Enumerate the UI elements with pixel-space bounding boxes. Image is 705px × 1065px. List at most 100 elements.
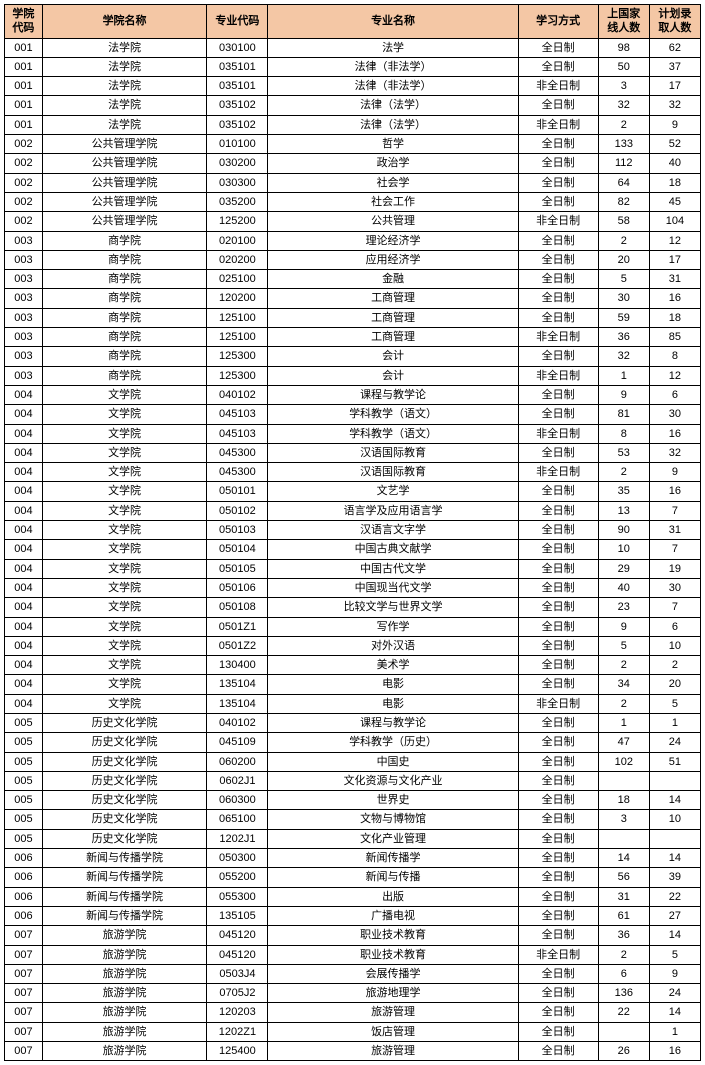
table-row: 007旅游学院045120职业技术教育非全日制25 (5, 945, 701, 964)
cell-0: 005 (5, 791, 43, 810)
cell-0: 004 (5, 656, 43, 675)
cell-3: 金融 (268, 270, 518, 289)
cell-5: 58 (598, 212, 649, 231)
cell-2: 040102 (207, 713, 268, 732)
cell-4: 全日制 (518, 926, 598, 945)
cell-1: 文学院 (42, 405, 207, 424)
cell-4: 全日制 (518, 887, 598, 906)
cell-5: 112 (598, 154, 649, 173)
table-row: 002公共管理学院125200公共管理非全日制58104 (5, 212, 701, 231)
column-header-4: 学习方式 (518, 5, 598, 39)
cell-4: 全日制 (518, 713, 598, 732)
cell-3: 学科教学（语文） (268, 405, 518, 424)
cell-3: 文化产业管理 (268, 829, 518, 848)
cell-0: 001 (5, 77, 43, 96)
cell-4: 非全日制 (518, 945, 598, 964)
cell-0: 005 (5, 733, 43, 752)
table-row: 005历史文化学院1202J1文化产业管理全日制 (5, 829, 701, 848)
cell-4: 全日制 (518, 308, 598, 327)
cell-6: 14 (649, 849, 700, 868)
cell-6: 19 (649, 559, 700, 578)
table-body: 001法学院030100法学全日制9862001法学院035101法律（非法学）… (5, 38, 701, 1061)
cell-1: 公共管理学院 (42, 154, 207, 173)
table-row: 004文学院050105中国古代文学全日制2919 (5, 559, 701, 578)
table-row: 004文学院050103汉语言文字学全日制9031 (5, 521, 701, 540)
cell-5: 61 (598, 906, 649, 925)
cell-1: 旅游学院 (42, 1022, 207, 1041)
cell-6: 62 (649, 38, 700, 57)
cell-1: 旅游学院 (42, 1042, 207, 1061)
table-row: 003商学院025100金融全日制531 (5, 270, 701, 289)
cell-6: 16 (649, 1042, 700, 1061)
cell-1: 文学院 (42, 675, 207, 694)
cell-0: 003 (5, 347, 43, 366)
cell-4: 全日制 (518, 250, 598, 269)
cell-0: 004 (5, 405, 43, 424)
cell-5: 30 (598, 289, 649, 308)
table-row: 004文学院050106中国现当代文学全日制4030 (5, 578, 701, 597)
cell-1: 历史文化学院 (42, 713, 207, 732)
table-row: 003商学院020200应用经济学全日制2017 (5, 250, 701, 269)
cell-0: 002 (5, 135, 43, 154)
cell-0: 002 (5, 212, 43, 231)
cell-5: 9 (598, 617, 649, 636)
cell-6: 45 (649, 192, 700, 211)
cell-5: 14 (598, 849, 649, 868)
cell-6: 20 (649, 675, 700, 694)
cell-6: 8 (649, 347, 700, 366)
cell-5: 1 (598, 713, 649, 732)
cell-6: 27 (649, 906, 700, 925)
cell-5: 136 (598, 984, 649, 1003)
cell-0: 007 (5, 945, 43, 964)
cell-5: 64 (598, 173, 649, 192)
cell-5: 32 (598, 96, 649, 115)
cell-4: 全日制 (518, 617, 598, 636)
table-row: 001法学院035101法律（非法学）全日制5037 (5, 57, 701, 76)
cell-0: 004 (5, 463, 43, 482)
table-row: 004文学院050102语言学及应用语言学全日制137 (5, 501, 701, 520)
table-row: 005历史文化学院060300世界史全日制1814 (5, 791, 701, 810)
cell-0: 004 (5, 540, 43, 559)
cell-3: 世界史 (268, 791, 518, 810)
cell-3: 学科教学（语文） (268, 424, 518, 443)
cell-5: 47 (598, 733, 649, 752)
cell-2: 1202J1 (207, 829, 268, 848)
table-row: 004文学院050101文艺学全日制3516 (5, 482, 701, 501)
cell-5: 6 (598, 964, 649, 983)
cell-2: 035101 (207, 57, 268, 76)
cell-2: 125300 (207, 366, 268, 385)
cell-6: 17 (649, 250, 700, 269)
cell-1: 历史文化学院 (42, 810, 207, 829)
cell-0: 002 (5, 154, 43, 173)
cell-4: 全日制 (518, 559, 598, 578)
table-row: 004文学院0501Z2对外汉语全日制510 (5, 636, 701, 655)
cell-1: 历史文化学院 (42, 791, 207, 810)
cell-1: 公共管理学院 (42, 135, 207, 154)
cell-5: 2 (598, 656, 649, 675)
cell-6: 30 (649, 405, 700, 424)
cell-3: 公共管理 (268, 212, 518, 231)
cell-2: 010100 (207, 135, 268, 154)
cell-4: 全日制 (518, 135, 598, 154)
cell-5: 36 (598, 926, 649, 945)
cell-5: 102 (598, 752, 649, 771)
cell-2: 020100 (207, 231, 268, 250)
table-row: 004文学院045103学科教学（语文）全日制8130 (5, 405, 701, 424)
cell-4: 全日制 (518, 829, 598, 848)
cell-6: 40 (649, 154, 700, 173)
column-header-2: 专业代码 (207, 5, 268, 39)
cell-4: 全日制 (518, 868, 598, 887)
cell-2: 045300 (207, 443, 268, 462)
cell-6: 9 (649, 115, 700, 134)
cell-4: 全日制 (518, 733, 598, 752)
cell-5: 53 (598, 443, 649, 462)
cell-6: 10 (649, 636, 700, 655)
cell-0: 003 (5, 308, 43, 327)
cell-4: 全日制 (518, 501, 598, 520)
column-header-0: 学院代码 (5, 5, 43, 39)
cell-1: 商学院 (42, 250, 207, 269)
cell-6: 18 (649, 308, 700, 327)
table-row: 001法学院035102法律（法学）全日制3232 (5, 96, 701, 115)
table-row: 004文学院045103学科教学（语文）非全日制816 (5, 424, 701, 443)
table-row: 002公共管理学院030200政治学全日制11240 (5, 154, 701, 173)
